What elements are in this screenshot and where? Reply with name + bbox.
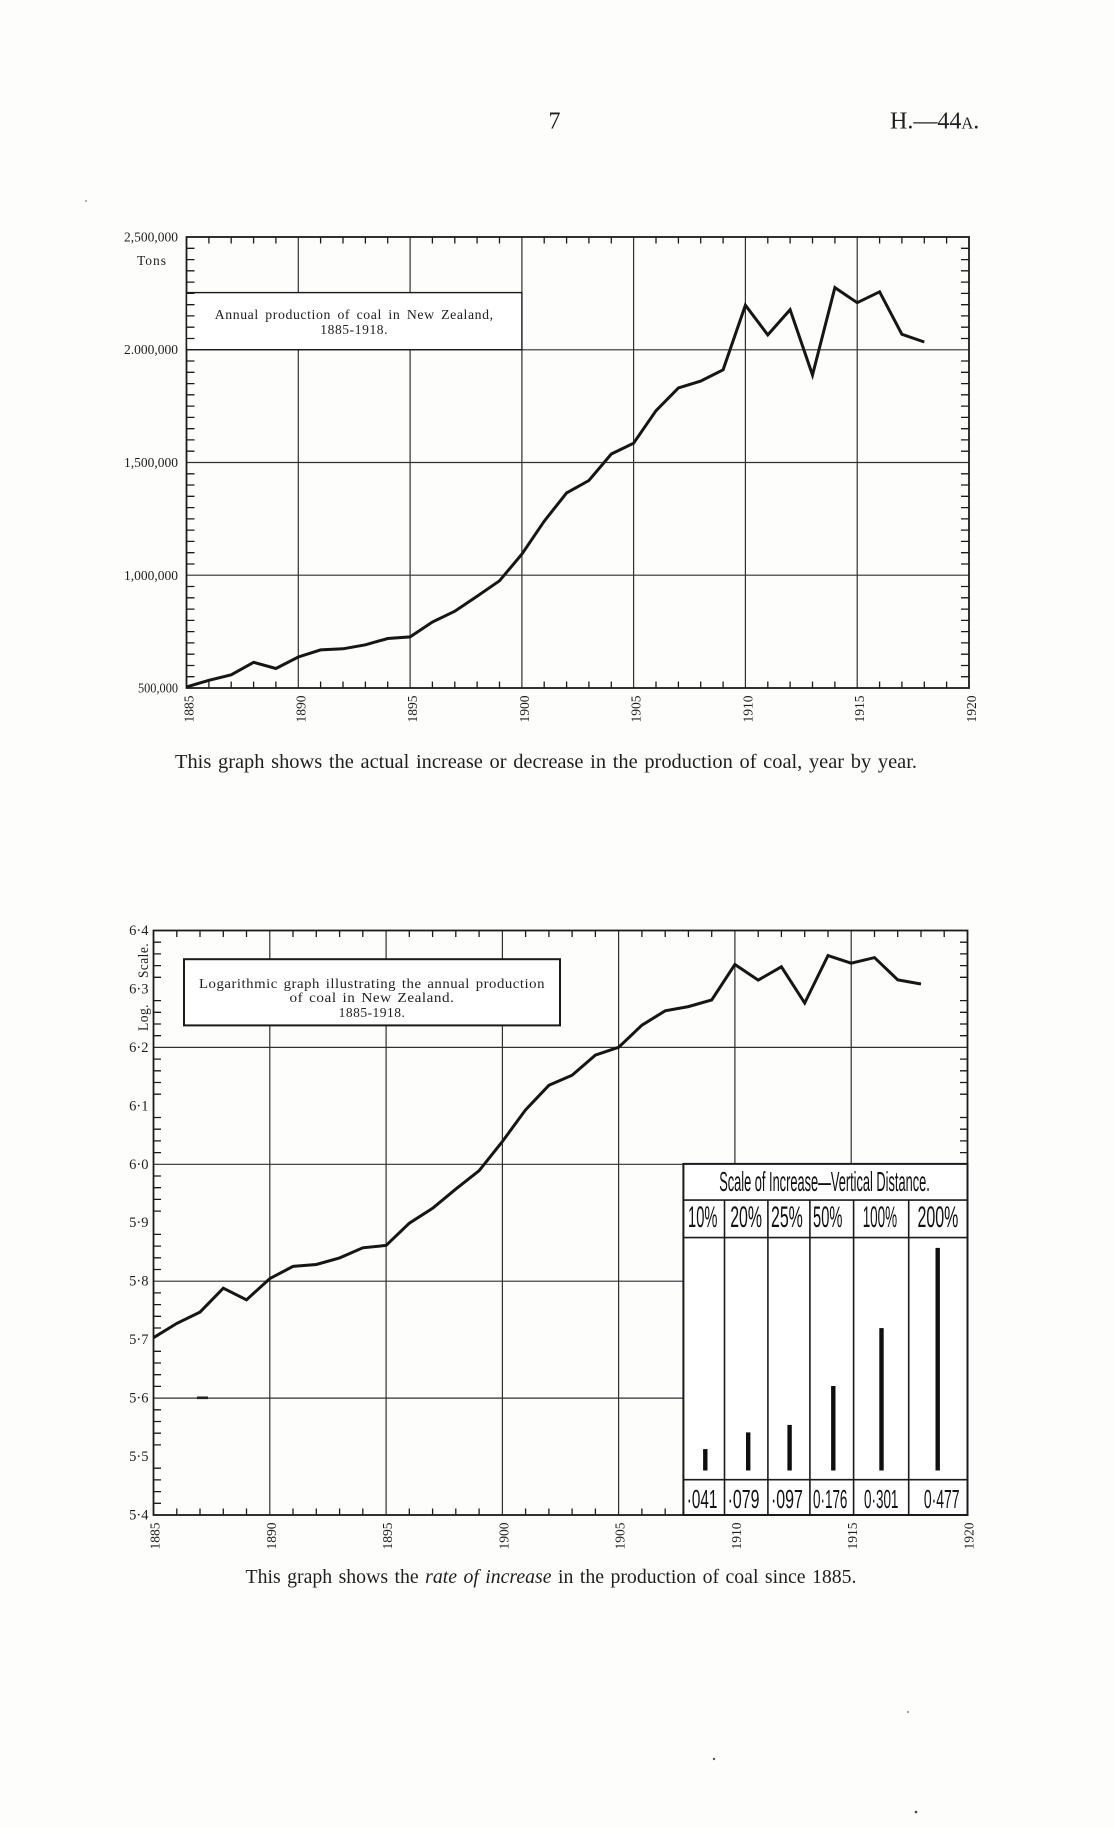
svg-text:1895: 1895	[405, 695, 420, 722]
svg-text:500,000: 500,000	[138, 682, 178, 697]
svg-text:25%: 25%	[771, 1201, 803, 1235]
svg-text:200%: 200%	[918, 1201, 959, 1235]
svg-text:·041: ·041	[687, 1485, 718, 1514]
svg-text:1885: 1885	[182, 695, 197, 722]
svg-text:6·4: 6·4	[129, 923, 149, 939]
svg-text:·079: ·079	[728, 1485, 760, 1514]
svg-text:6·1: 6·1	[129, 1098, 148, 1114]
svg-text:1905: 1905	[613, 1522, 628, 1549]
svg-text:1885-1918.: 1885-1918.	[320, 322, 388, 337]
svg-text:5·7: 5·7	[129, 1332, 148, 1348]
svg-text:5·6: 5·6	[129, 1391, 148, 1407]
svg-text:0·301: 0·301	[864, 1485, 898, 1514]
svg-text:1920: 1920	[962, 1522, 977, 1549]
svg-text:0·176: 0·176	[813, 1485, 847, 1514]
svg-text:2,500,000: 2,500,000	[124, 231, 178, 246]
svg-text:1885-1918.: 1885-1918.	[339, 1005, 406, 1020]
svg-text:1905: 1905	[629, 695, 644, 722]
svg-text:Annual production of coal in N: Annual production of coal in New Zealand…	[215, 308, 494, 323]
svg-text:H.—44A.: H.—44A.	[890, 109, 979, 135]
svg-text:1895: 1895	[380, 1522, 395, 1549]
svg-text:1900: 1900	[496, 1522, 511, 1549]
svg-text:5·9: 5·9	[129, 1215, 148, 1231]
svg-text:0·477: 0·477	[924, 1485, 960, 1514]
svg-text:5·4: 5·4	[129, 1508, 149, 1524]
svg-text:50%: 50%	[813, 1201, 842, 1235]
svg-text:Scale.: Scale.	[136, 943, 152, 978]
svg-text:Scale of Increase—Vertical Dis: Scale of Increase—Vertical Distance.	[719, 1166, 930, 1197]
svg-text:1920: 1920	[964, 695, 979, 722]
svg-text:1910: 1910	[740, 695, 755, 722]
svg-text:2.000,000: 2.000,000	[124, 343, 178, 358]
svg-text:6·0: 6·0	[129, 1157, 148, 1173]
svg-text:6·3: 6·3	[129, 981, 148, 997]
svg-text:5·8: 5·8	[129, 1274, 148, 1290]
svg-text:Log.: Log.	[136, 1004, 152, 1031]
svg-text:1900: 1900	[517, 695, 532, 722]
svg-text:1915: 1915	[845, 1522, 860, 1549]
svg-text:1910: 1910	[729, 1522, 744, 1549]
svg-text:100%: 100%	[863, 1201, 897, 1235]
svg-text:of coal in New Zealand.: of coal in New Zealand.	[290, 991, 455, 1006]
svg-text:6·2: 6·2	[129, 1040, 148, 1056]
svg-text:Logarithmic graph illustrating: Logarithmic graph illustrating the annua…	[199, 977, 545, 992]
svg-text:20%: 20%	[730, 1201, 762, 1235]
svg-text:5·5: 5·5	[129, 1449, 148, 1465]
svg-text:1885: 1885	[148, 1522, 163, 1549]
svg-text:This graph shows the actual in: This graph shows the actual increase or …	[175, 752, 917, 773]
svg-text:1915: 1915	[852, 695, 867, 722]
svg-text:1,000,000: 1,000,000	[124, 569, 178, 584]
svg-text:Tons: Tons	[137, 253, 167, 268]
svg-text:10%: 10%	[688, 1201, 717, 1235]
svg-text:7: 7	[549, 109, 561, 135]
svg-text:1890: 1890	[293, 695, 308, 722]
svg-text:1,500,000: 1,500,000	[124, 456, 178, 471]
svg-text:·097: ·097	[771, 1485, 803, 1514]
svg-text:This graph shows the rate of i: This graph shows the rate of increase in…	[246, 1567, 857, 1588]
svg-text:1890: 1890	[264, 1522, 279, 1549]
